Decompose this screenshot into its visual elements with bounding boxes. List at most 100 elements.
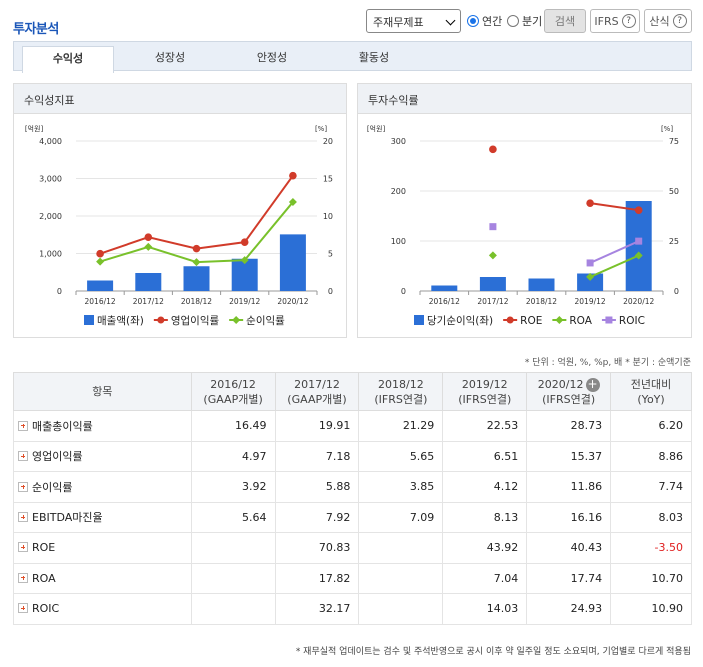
y-tick-label: 3,000 xyxy=(39,175,62,184)
table-cell: 4.97 xyxy=(190,440,276,472)
tab-bar: 수익성 성장성 안정성 활동성 xyxy=(13,41,692,73)
radio-checked-icon xyxy=(467,15,479,27)
table-row: 순이익률 3.92 5.88 3.85 4.12 11.86 7.74 xyxy=(13,471,692,503)
tab-stability[interactable]: 안정성 xyxy=(256,51,288,64)
data-point xyxy=(240,256,249,265)
x-tick-label: 2019/12 xyxy=(229,297,260,306)
expand-plus-icon[interactable] xyxy=(18,572,28,583)
legend-label: 영업이익률 xyxy=(171,314,220,327)
y-tick-label: 200 xyxy=(391,187,406,196)
legend-label: 순이익률 xyxy=(246,315,285,327)
section-title: 투자분석 xyxy=(13,22,59,37)
tab-activity[interactable]: 활동성 xyxy=(358,51,390,64)
table-row: 매출총이익률 16.49 19.91 21.29 22.53 28.73 6.20 xyxy=(13,410,692,442)
expand-plus-icon[interactable] xyxy=(18,512,28,523)
x-tick-label: 2020/12 xyxy=(277,297,308,306)
row-label[interactable]: 순이익률 xyxy=(13,471,192,503)
row-label-text: ROIC xyxy=(32,602,60,616)
tab-growth[interactable]: 성장성 xyxy=(154,51,186,64)
panel-title: 수익성지표 xyxy=(14,84,346,114)
table-cell: 4.12 xyxy=(442,471,528,503)
x-tick-label: 2018/12 xyxy=(526,297,557,306)
x-tick-label: 2017/12 xyxy=(477,297,508,306)
data-point xyxy=(634,251,643,260)
data-point xyxy=(586,259,594,267)
data-point xyxy=(192,244,201,253)
statement-select[interactable]: 주재무제표 xyxy=(366,9,461,33)
row-label[interactable]: 매출총이익률 xyxy=(13,410,192,442)
header-text: (IFRS연결) xyxy=(458,392,512,406)
axis-unit-left: [억원] xyxy=(367,124,386,133)
table-cell: 7.92 xyxy=(274,501,360,533)
table-cell: 19.91 xyxy=(274,410,360,442)
table-cell: 6.20 xyxy=(610,410,692,442)
axis-unit-right: [%] xyxy=(315,125,327,133)
table-row: EBITDA마진율 5.64 7.92 7.09 8.13 16.16 8.03 xyxy=(13,501,692,533)
header-text: (GAAP개별) xyxy=(287,392,347,406)
table-cell: 15.37 xyxy=(526,440,612,472)
bar xyxy=(279,234,306,291)
row-label-text: 순이익률 xyxy=(32,480,73,494)
row-label-text: EBITDA마진율 xyxy=(32,511,103,525)
bar xyxy=(135,273,162,291)
x-tick-label: 2020/12 xyxy=(623,297,654,306)
table-cell: 8.86 xyxy=(610,440,692,472)
header-text: 2020/12 + xyxy=(537,377,600,392)
header-text: 전년대비 xyxy=(630,377,672,391)
radio-annual[interactable]: 연간 xyxy=(467,9,502,33)
unit-note: * 단위 : 억원, %, %p, 배 * 분기 : 순액기준 xyxy=(524,358,691,368)
legend-bar-icon xyxy=(414,315,424,325)
data-point xyxy=(635,237,643,245)
table-cell: 24.93 xyxy=(526,593,612,625)
expand-plus-icon[interactable] xyxy=(18,420,28,431)
row-label[interactable]: ROE xyxy=(13,532,192,564)
table-cell: 16.16 xyxy=(526,501,612,533)
radio-annual-label: 연간 xyxy=(482,15,503,28)
row-label[interactable]: EBITDA마진율 xyxy=(13,501,192,533)
ifrs-label: IFRS xyxy=(594,14,619,28)
legend-marker-icon xyxy=(506,316,514,324)
column-header: 전년대비 (YoY) xyxy=(610,372,692,411)
y2-tick-label: 20 xyxy=(323,137,333,146)
table-row: ROIC 32.17 14.03 24.93 10.90 xyxy=(13,593,692,625)
table-cell: 6.51 xyxy=(442,440,528,472)
radio-quarter[interactable]: 분기 xyxy=(507,9,542,33)
x-tick-label: 2019/12 xyxy=(575,297,606,306)
search-button[interactable]: 검색 xyxy=(544,9,586,33)
profitability-table: 항목 2016/12 (GAAP개별) 2017/12 (GAAP개별) 2018/12(… xyxy=(13,372,692,625)
row-label[interactable]: 영업이익률 xyxy=(13,440,192,472)
expand-plus-icon[interactable] xyxy=(18,481,28,492)
radio-unchecked-icon xyxy=(507,15,519,27)
series-line xyxy=(589,202,639,212)
data-point xyxy=(288,198,297,207)
y-tick-label: 0 xyxy=(57,287,62,296)
data-point xyxy=(586,199,594,207)
column-header: 2016/12 (GAAP개별) xyxy=(190,372,276,411)
row-label[interactable]: ROIC xyxy=(13,593,192,625)
ifrs-help-button[interactable]: IFRS? xyxy=(590,9,640,33)
table-cell: 3.92 xyxy=(190,471,276,503)
x-tick-label: 2017/12 xyxy=(133,297,164,306)
expand-plus-icon[interactable]: + xyxy=(585,377,600,392)
expand-plus-icon[interactable] xyxy=(18,542,28,553)
table-cell: 5.64 xyxy=(190,501,276,533)
y2-tick-label: 0 xyxy=(328,287,333,296)
expand-plus-icon[interactable] xyxy=(18,603,28,614)
radio-quarter-label: 분기 xyxy=(522,15,543,28)
row-label[interactable]: ROA xyxy=(13,562,192,594)
tab-profitability[interactable]: 수익성 xyxy=(22,46,114,73)
data-point xyxy=(634,206,643,214)
table-cell: 10.70 xyxy=(610,562,692,594)
legend-label: 매출액(좌) xyxy=(97,315,144,327)
y-tick-label: 1,000 xyxy=(39,250,62,259)
formula-help-button[interactable]: 산식? xyxy=(644,9,692,33)
table-cell: 11.86 xyxy=(526,471,612,503)
expand-plus-icon[interactable] xyxy=(18,451,28,462)
table-cell: -3.50 xyxy=(610,532,692,564)
table-cell: 8.13 xyxy=(442,501,528,533)
data-point xyxy=(240,238,249,246)
data-point xyxy=(586,272,595,281)
legend-label: ROA xyxy=(569,315,592,327)
header-text: (GAAP개별) xyxy=(203,392,263,406)
data-point xyxy=(289,171,297,180)
